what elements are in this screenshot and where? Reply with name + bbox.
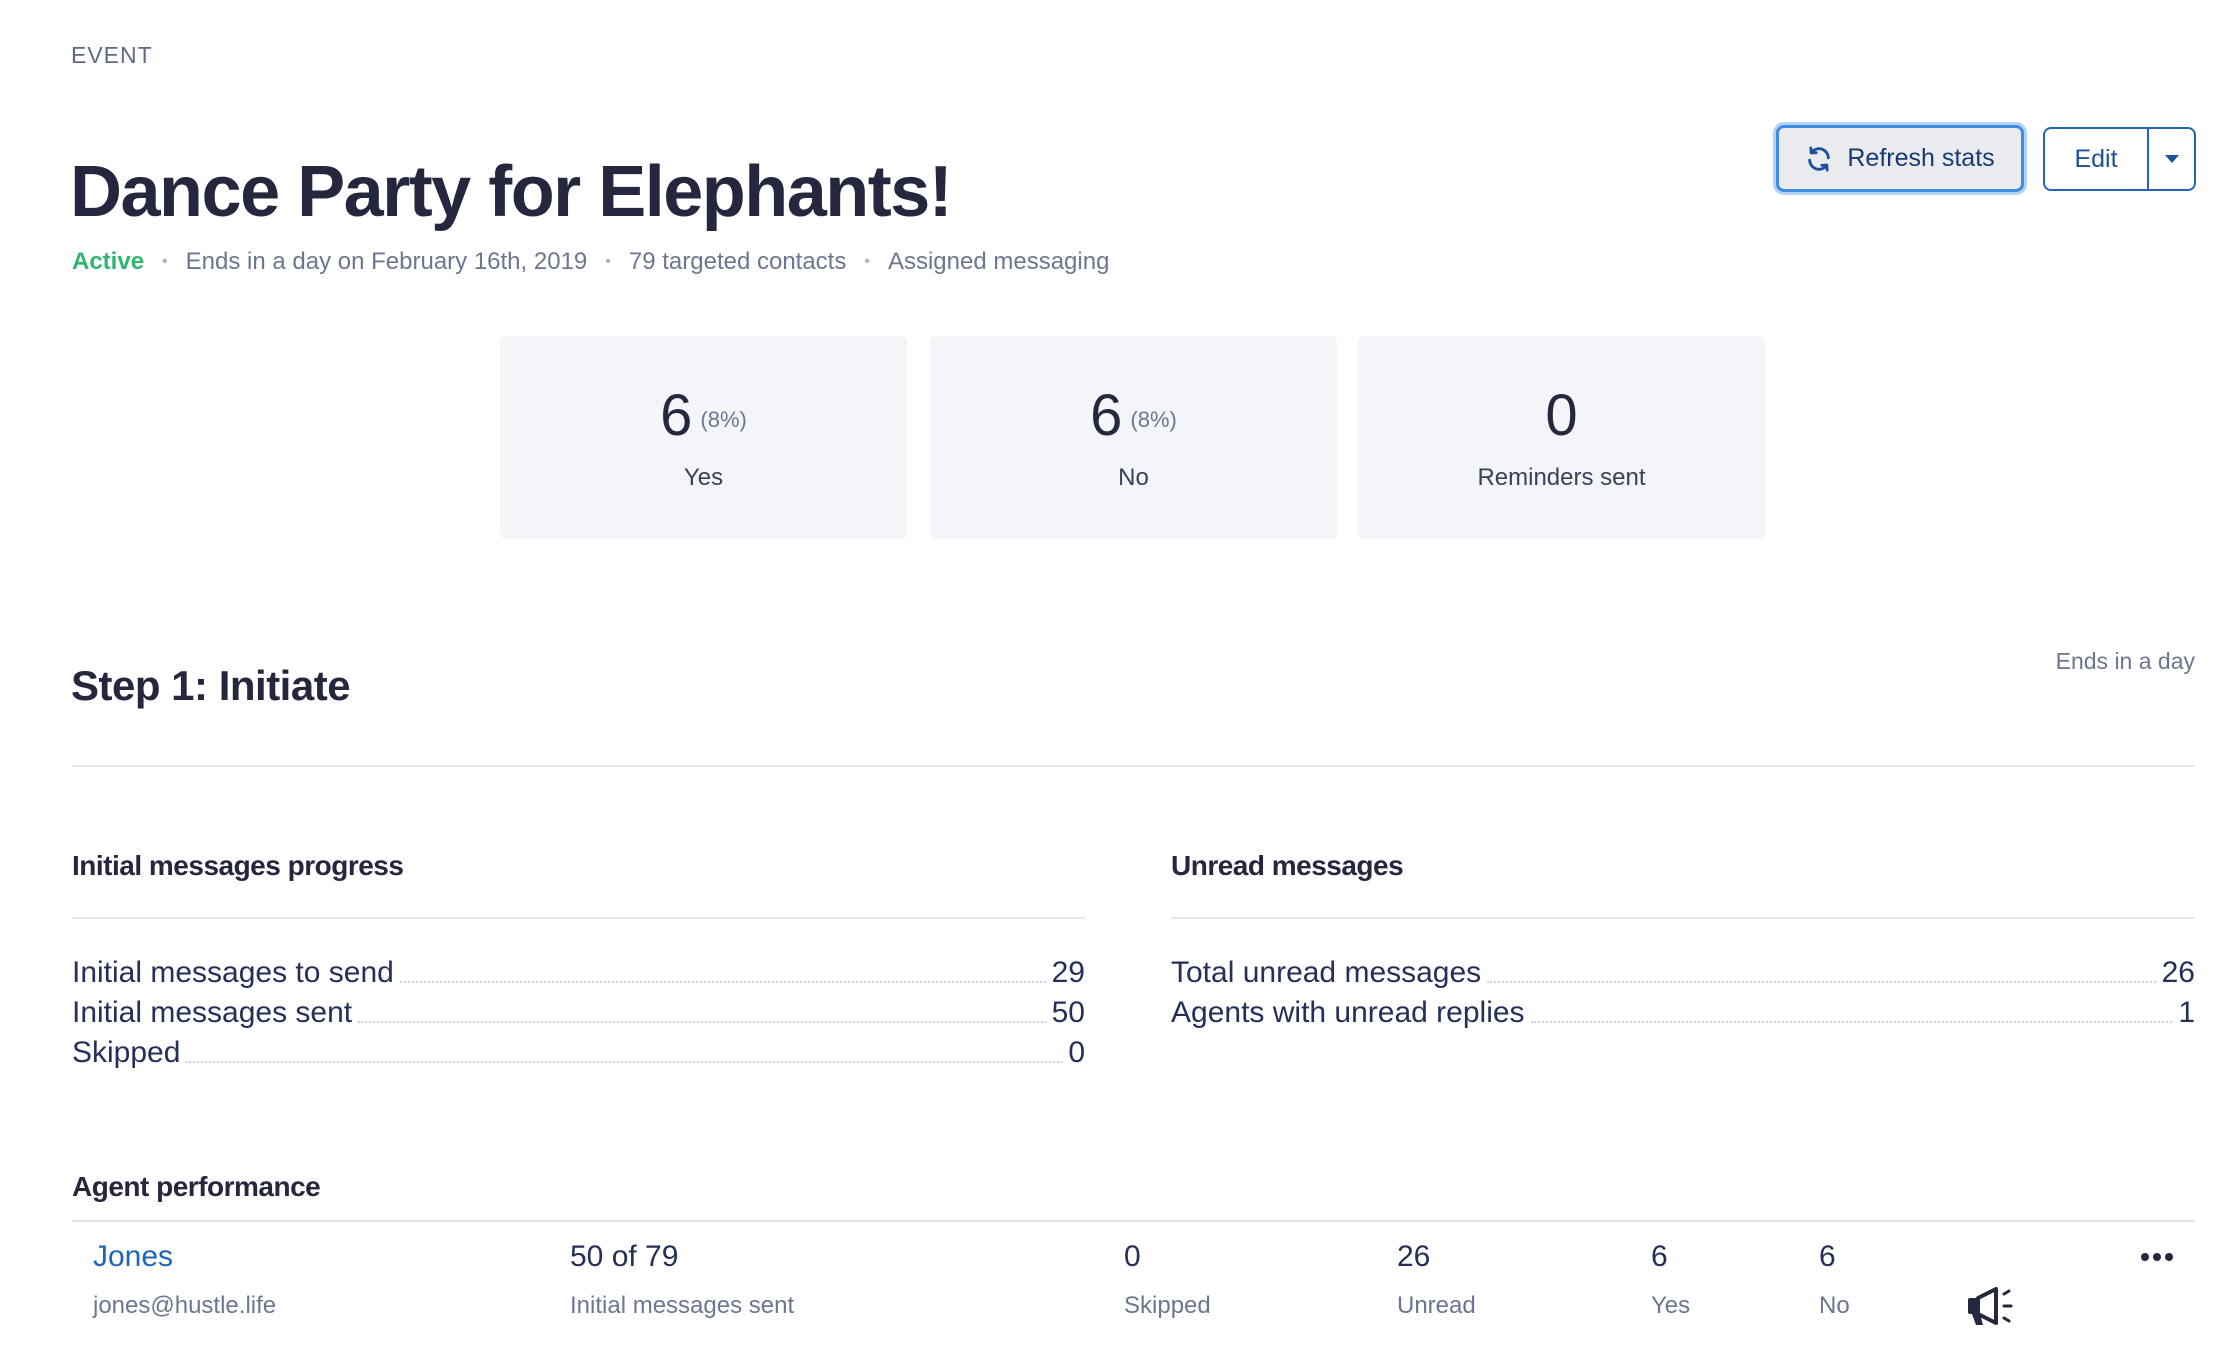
agent-email: jones@hustle.life bbox=[93, 1292, 277, 1319]
agent-unread-value: 26 bbox=[1397, 1240, 1431, 1273]
stat-number: 0 bbox=[1545, 383, 1578, 448]
dotted-leader bbox=[399, 981, 1046, 983]
stat-number: 6 bbox=[660, 383, 693, 448]
row-value: 50 bbox=[1051, 996, 1085, 1029]
stat-card-reminders: 0 Reminders sent bbox=[1358, 336, 1765, 539]
row-label: Initial messages sent bbox=[72, 996, 353, 1029]
stat-value: 6 (8%) bbox=[930, 384, 1337, 452]
stat-card-yes: 6 (8%) Yes bbox=[500, 336, 907, 539]
meta-separator: • bbox=[605, 253, 611, 270]
unread-section-title: Unread messages bbox=[1171, 850, 1404, 881]
agent-divider bbox=[72, 1220, 2195, 1222]
progress-row-to-send: Initial messages to send 29 bbox=[72, 953, 1085, 993]
caret-down-icon bbox=[2164, 154, 2179, 163]
agent-sent-value: 50 of 79 bbox=[570, 1240, 679, 1273]
unread-divider bbox=[1171, 917, 2195, 919]
row-label: Skipped bbox=[72, 1036, 181, 1069]
dotted-leader bbox=[1530, 1021, 2173, 1023]
unread-list: Total unread messages 26 Agents with unr… bbox=[1171, 953, 2195, 1033]
agent-name-link[interactable]: Jones bbox=[93, 1240, 174, 1273]
row-label: Total unread messages bbox=[1171, 956, 1482, 989]
edit-dropdown-toggle[interactable] bbox=[2149, 129, 2194, 189]
agent-yes-value: 6 bbox=[1651, 1240, 1668, 1273]
stat-percent: (8%) bbox=[1130, 406, 1177, 432]
edit-button[interactable]: Edit bbox=[2045, 129, 2149, 189]
row-label: Agents with unread replies bbox=[1171, 996, 1525, 1029]
page-eyebrow: EVENT bbox=[71, 42, 153, 68]
row-value: 29 bbox=[1051, 956, 1085, 989]
progress-divider bbox=[72, 917, 1085, 919]
megaphone-icon[interactable] bbox=[1964, 1285, 2022, 1332]
agent-skipped-value: 0 bbox=[1124, 1240, 1141, 1273]
unread-row-total: Total unread messages 26 bbox=[1171, 953, 2195, 993]
agent-skipped-label: Skipped bbox=[1124, 1292, 1211, 1319]
step-title: Step 1: Initiate bbox=[71, 662, 351, 709]
stat-value: 0 bbox=[1358, 384, 1765, 448]
meta-end-date: Ends in a day on February 16th, 2019 bbox=[185, 248, 588, 275]
progress-row-skipped: Skipped 0 bbox=[72, 1033, 1085, 1073]
dotted-leader bbox=[186, 1061, 1063, 1063]
stat-value: 6 (8%) bbox=[500, 384, 907, 452]
row-label: Initial messages to send bbox=[72, 956, 394, 989]
step-ends-label: Ends in a day bbox=[2055, 648, 2195, 674]
meta-targeted-contacts: 79 targeted contacts bbox=[628, 248, 847, 275]
status-badge: Active bbox=[72, 248, 145, 275]
stat-label: Yes bbox=[683, 464, 724, 491]
edit-button-group: Edit bbox=[2043, 127, 2196, 191]
meta-separator: • bbox=[162, 253, 168, 270]
dotted-leader bbox=[358, 1021, 1046, 1023]
progress-section-title: Initial messages progress bbox=[72, 850, 404, 881]
page-title: Dance Party for Elephants! bbox=[70, 152, 953, 232]
refresh-stats-label: Refresh stats bbox=[1847, 144, 1995, 172]
dotted-leader bbox=[1487, 981, 2156, 983]
more-horizontal-icon[interactable] bbox=[2140, 1249, 2174, 1267]
agent-yes-label: Yes bbox=[1651, 1292, 1691, 1319]
row-value: 1 bbox=[2178, 996, 2195, 1029]
refresh-icon bbox=[1808, 146, 1831, 171]
progress-row-sent: Initial messages sent 50 bbox=[72, 993, 1085, 1033]
row-value: 0 bbox=[1068, 1036, 1085, 1069]
stat-number: 6 bbox=[1090, 383, 1123, 448]
agent-no-value: 6 bbox=[1819, 1240, 1836, 1273]
step-divider bbox=[72, 765, 2195, 767]
row-value: 26 bbox=[2161, 956, 2195, 989]
meta-messaging-type: Assigned messaging bbox=[887, 248, 1110, 275]
agent-no-label: No bbox=[1819, 1292, 1850, 1319]
refresh-stats-button[interactable]: Refresh stats bbox=[1776, 125, 2024, 192]
stat-card-no: 6 (8%) No bbox=[930, 336, 1337, 539]
stat-percent: (8%) bbox=[700, 406, 747, 432]
stat-label: No bbox=[1118, 464, 1149, 491]
meta-separator: • bbox=[864, 253, 870, 270]
progress-list: Initial messages to send 29 Initial mess… bbox=[72, 953, 1085, 1073]
agent-performance-title: Agent performance bbox=[72, 1171, 321, 1202]
unread-row-agents: Agents with unread replies 1 bbox=[1171, 993, 2195, 1033]
stat-label: Reminders sent bbox=[1477, 464, 1646, 491]
event-meta: Active • Ends in a day on February 16th,… bbox=[72, 248, 1109, 276]
agent-unread-label: Unread bbox=[1397, 1292, 1476, 1319]
agent-sent-label: Initial messages sent bbox=[570, 1292, 795, 1319]
